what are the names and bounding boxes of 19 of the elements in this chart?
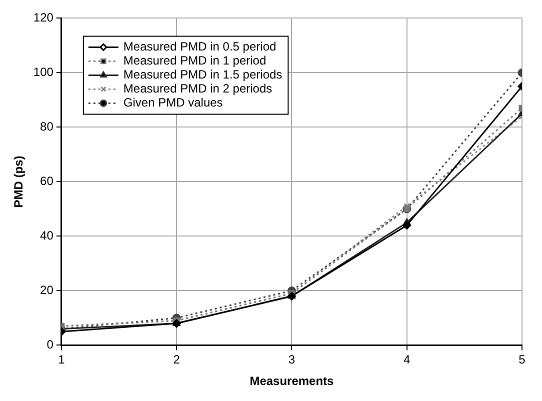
x-axis-title: Measurements bbox=[250, 374, 334, 388]
y-axis-title: PMD (ps) bbox=[12, 156, 26, 208]
legend-label: Measured PMD in 2 periods bbox=[123, 82, 272, 96]
x-tick-label: 4 bbox=[404, 352, 411, 367]
legend-label: Given PMD values bbox=[123, 96, 223, 110]
x-tick-label: 5 bbox=[518, 352, 526, 367]
y-tick-label: 80 bbox=[40, 120, 54, 134]
legend-label: Measured PMD in 1 period bbox=[123, 54, 266, 68]
y-tick-label: 0 bbox=[46, 338, 54, 352]
x-tick-label: 2 bbox=[173, 352, 180, 367]
legend-label: Measured PMD in 1.5 periods bbox=[123, 68, 282, 82]
y-tick-label: 100 bbox=[33, 65, 54, 80]
legend-label: Measured PMD in 0.5 period bbox=[123, 40, 276, 54]
y-tick-label: 120 bbox=[33, 10, 54, 25]
x-tick-label: 1 bbox=[58, 352, 66, 367]
y-tick-label: 20 bbox=[40, 283, 54, 298]
y-tick-label: 60 bbox=[40, 174, 54, 188]
y-tick-label: 40 bbox=[40, 228, 54, 243]
x-tick-label: 3 bbox=[288, 352, 296, 367]
